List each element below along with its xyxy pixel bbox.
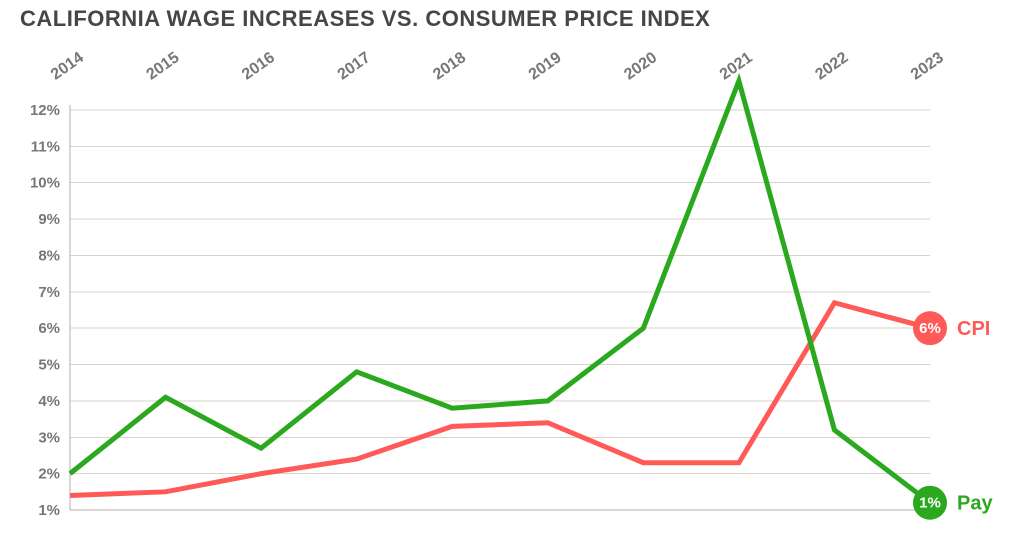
y-tick-label: 10% — [30, 175, 60, 192]
end-badge-cpi: 6% CPI — [913, 311, 990, 345]
chart-svg: 1%2%3%4%5%6%7%8%9%10%11%12%2014201520162… — [0, 0, 1024, 539]
x-tick-label: 2014 — [48, 49, 87, 83]
y-tick-label: 11% — [31, 138, 60, 155]
y-tick-label: 1% — [38, 502, 60, 519]
chart-title: CALIFORNIA WAGE INCREASES VS. CONSUMER P… — [20, 6, 710, 32]
x-tick-label: 2023 — [908, 49, 947, 83]
x-tick-label: 2016 — [239, 49, 278, 83]
y-tick-label: 2% — [38, 466, 60, 483]
x-tick-label: 2018 — [430, 49, 469, 83]
x-axis-labels: 2014 2015 2016 2017 2018 2019 2020 2021 2022 2023 — [48, 49, 947, 83]
x-tick-label: 2015 — [144, 49, 183, 83]
x-tick-label: 2022 — [812, 49, 851, 83]
y-axis-labels: 1% 2% 3% 4% 5% 6% 7% 8% 9% 10% 11% 12% — [30, 102, 60, 519]
y-tick-label: 4% — [38, 393, 60, 410]
y-tick-label: 6% — [38, 320, 60, 337]
y-tick-label: 8% — [38, 247, 60, 264]
x-tick-label: 2020 — [621, 49, 660, 83]
end-badge-text: 1% — [919, 495, 941, 512]
x-tick-label: 2017 — [335, 49, 374, 83]
y-tick-label: 5% — [38, 357, 60, 374]
series-end-label: Pay — [957, 493, 993, 515]
y-tick-label: 7% — [38, 284, 60, 301]
x-tick-label: 2021 — [717, 49, 756, 83]
x-tick-label: 2019 — [526, 49, 565, 83]
end-badge-pay: 1% Pay — [913, 486, 993, 520]
y-tick-label: 12% — [30, 102, 60, 119]
end-badge-text: 6% — [919, 320, 941, 337]
y-tick-label: 3% — [38, 429, 60, 446]
chart-container: CALIFORNIA WAGE INCREASES VS. CONSUMER P… — [0, 0, 1024, 539]
y-tick-label: 9% — [38, 211, 60, 228]
series-end-label: CPI — [957, 318, 990, 340]
series-line-cpi — [70, 303, 930, 496]
